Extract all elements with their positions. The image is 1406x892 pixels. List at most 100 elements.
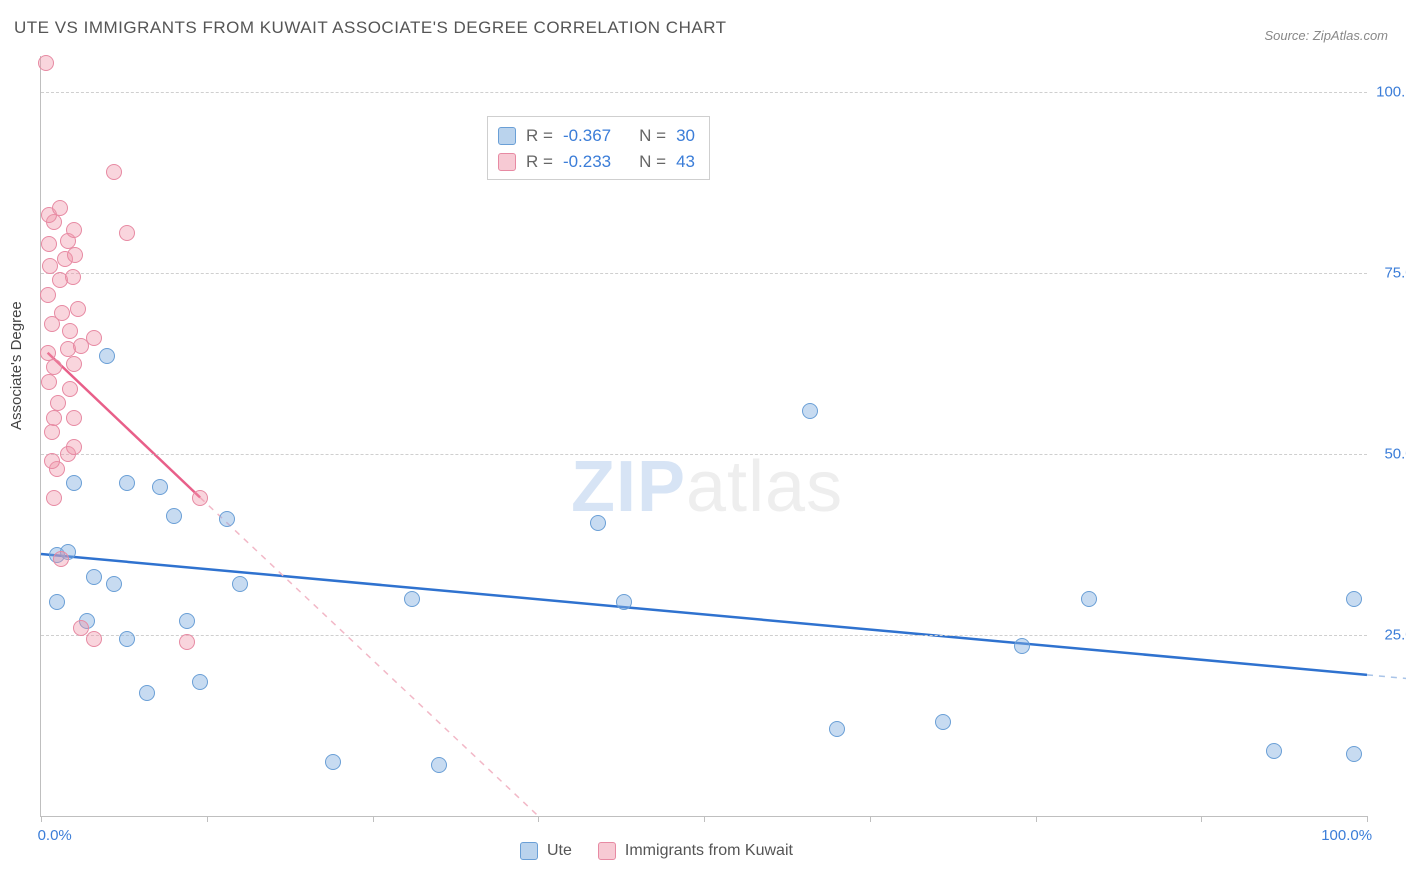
data-point [62, 381, 78, 397]
legend-label: Ute [547, 842, 572, 860]
data-point [219, 511, 235, 527]
data-point [53, 551, 69, 567]
data-point [44, 424, 60, 440]
data-point [46, 359, 62, 375]
x-tick [1367, 816, 1368, 822]
legend-correlation: R = -0.367 N = 30 R = -0.233 N = 43 [487, 116, 710, 180]
data-point [616, 594, 632, 610]
data-point [152, 479, 168, 495]
r-label: R = [526, 126, 553, 146]
data-point [1346, 746, 1362, 762]
gridline [41, 92, 1367, 93]
data-point [139, 685, 155, 701]
n-label: N = [639, 152, 666, 172]
data-point [829, 721, 845, 737]
x-tick-label: 0.0% [38, 827, 72, 844]
x-tick [207, 816, 208, 822]
trend-line [41, 554, 1367, 675]
data-point [192, 674, 208, 690]
legend-row-kuwait: R = -0.233 N = 43 [498, 149, 695, 175]
data-point [66, 439, 82, 455]
data-point [192, 490, 208, 506]
data-point [73, 620, 89, 636]
data-point [41, 236, 57, 252]
data-point [179, 634, 195, 650]
y-tick-label: 50.0% [1372, 446, 1406, 463]
data-point [325, 754, 341, 770]
y-tick-label: 100.0% [1372, 84, 1406, 101]
data-point [38, 55, 54, 71]
r-value: -0.367 [563, 126, 611, 146]
swatch-pink [598, 842, 616, 860]
data-point [179, 613, 195, 629]
trend-line-extrapolated [200, 498, 538, 816]
y-axis-title: Associate's Degree [8, 301, 25, 430]
data-point [802, 403, 818, 419]
data-point [49, 594, 65, 610]
data-point [65, 269, 81, 285]
data-point [404, 591, 420, 607]
data-point [50, 395, 66, 411]
legend-series: Ute Immigrants from Kuwait [520, 842, 793, 860]
x-tick-label: 100.0% [1321, 827, 1372, 844]
data-point [106, 164, 122, 180]
trend-line-extrapolated [1367, 675, 1406, 816]
x-tick [373, 816, 374, 822]
data-point [99, 348, 115, 364]
legend-label: Immigrants from Kuwait [625, 842, 793, 860]
data-point [1081, 591, 1097, 607]
data-point [46, 490, 62, 506]
legend-item-kuwait: Immigrants from Kuwait [598, 842, 793, 860]
data-point [1014, 638, 1030, 654]
x-tick [1036, 816, 1037, 822]
data-point [86, 330, 102, 346]
x-tick [538, 816, 539, 822]
data-point [119, 631, 135, 647]
x-tick [704, 816, 705, 822]
gridline [41, 273, 1367, 274]
legend-row-ute: R = -0.367 N = 30 [498, 123, 695, 149]
chart-title: UTE VS IMMIGRANTS FROM KUWAIT ASSOCIATE'… [14, 18, 727, 38]
data-point [106, 576, 122, 592]
gridline [41, 454, 1367, 455]
data-point [67, 247, 83, 263]
data-point [62, 323, 78, 339]
n-label: N = [639, 126, 666, 146]
swatch-pink [498, 153, 516, 171]
data-point [40, 287, 56, 303]
x-tick [870, 816, 871, 822]
gridline [41, 635, 1367, 636]
legend-item-ute: Ute [520, 842, 572, 860]
data-point [44, 453, 60, 469]
data-point [46, 410, 62, 426]
data-point [42, 258, 58, 274]
data-point [431, 757, 447, 773]
data-point [52, 200, 68, 216]
data-point [232, 576, 248, 592]
data-point [54, 305, 70, 321]
data-point [70, 301, 86, 317]
y-tick-label: 25.0% [1372, 627, 1406, 644]
data-point [1346, 591, 1362, 607]
data-point [66, 410, 82, 426]
data-point [119, 475, 135, 491]
swatch-blue [498, 127, 516, 145]
data-point [66, 222, 82, 238]
data-point [41, 374, 57, 390]
r-label: R = [526, 152, 553, 172]
data-point [86, 631, 102, 647]
data-point [119, 225, 135, 241]
swatch-blue [520, 842, 538, 860]
data-point [935, 714, 951, 730]
data-point [1266, 743, 1282, 759]
data-point [166, 508, 182, 524]
plot-area: ZIPatlas R = -0.367 N = 30 R = -0.233 N … [40, 56, 1367, 817]
data-point [40, 345, 56, 361]
data-point [86, 569, 102, 585]
source-attribution: Source: ZipAtlas.com [1264, 28, 1388, 43]
data-point [66, 475, 82, 491]
r-value: -0.233 [563, 152, 611, 172]
data-point [66, 356, 82, 372]
n-value: 30 [676, 126, 695, 146]
x-tick [41, 816, 42, 822]
